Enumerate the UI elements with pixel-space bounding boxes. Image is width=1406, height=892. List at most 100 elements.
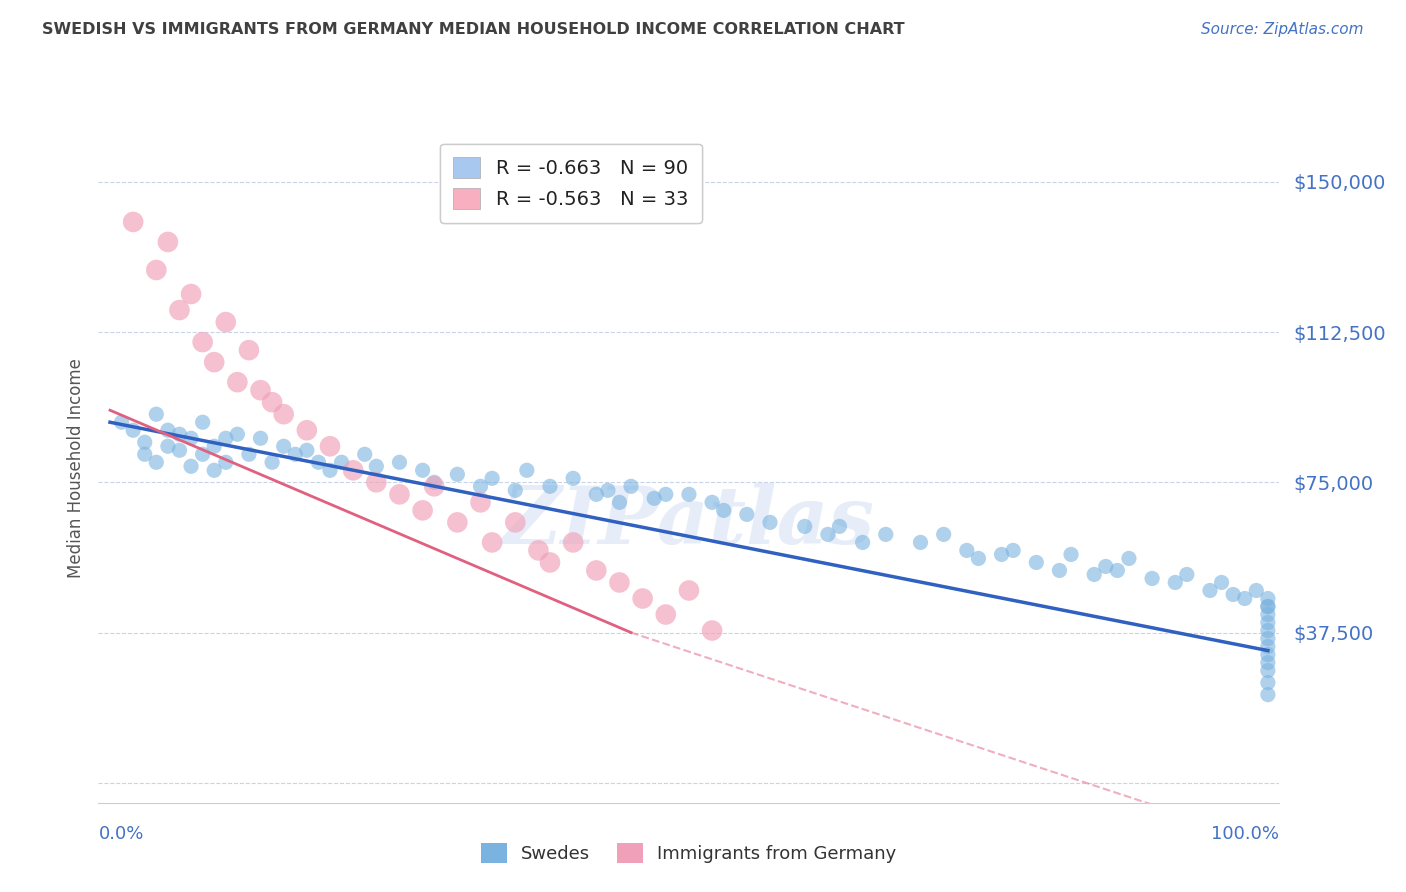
Point (503, 516, 526, 530)
Point (446, 516, 468, 530)
Point (1257, 599, 1279, 614)
Point (1257, 632, 1279, 646)
Point (875, 527, 897, 541)
Point (156, 423, 179, 437)
Point (353, 447, 375, 461)
Point (122, 423, 145, 437)
Point (191, 335, 214, 350)
Point (1211, 575, 1233, 590)
Point (1025, 556, 1047, 570)
Point (215, 315, 238, 329)
Point (169, 443, 191, 458)
Point (817, 527, 839, 541)
Point (156, 235, 179, 249)
Point (1257, 591, 1279, 606)
Point (180, 287, 202, 301)
Point (1083, 567, 1105, 582)
Point (967, 551, 990, 566)
Point (412, 503, 434, 517)
Point (1257, 664, 1279, 678)
Point (1175, 567, 1198, 582)
Point (990, 548, 1012, 562)
Point (735, 508, 758, 522)
Point (156, 439, 179, 453)
Point (319, 439, 342, 453)
Point (631, 591, 654, 606)
Point (180, 459, 202, 474)
Point (713, 503, 735, 517)
Point (1233, 591, 1256, 606)
Point (273, 407, 295, 421)
Point (1257, 656, 1279, 670)
Point (700, 624, 723, 638)
Point (273, 439, 295, 453)
Point (295, 443, 318, 458)
Point (1002, 543, 1025, 558)
Point (134, 447, 156, 461)
Point (503, 483, 526, 498)
Point (655, 607, 678, 622)
Point (1164, 575, 1187, 590)
Point (678, 487, 700, 501)
Point (1257, 648, 1279, 662)
Point (678, 583, 700, 598)
Text: SWEDISH VS IMMIGRANTS FROM GERMANY MEDIAN HOUSEHOLD INCOME CORRELATION CHART: SWEDISH VS IMMIGRANTS FROM GERMANY MEDIA… (42, 22, 905, 37)
Point (655, 487, 678, 501)
Point (145, 455, 167, 469)
Point (307, 455, 329, 469)
Point (249, 383, 271, 397)
Point (527, 543, 550, 558)
Point (1140, 572, 1163, 586)
Point (700, 495, 723, 509)
Point (342, 463, 364, 477)
Text: Source: ZipAtlas.com: Source: ZipAtlas.com (1201, 22, 1364, 37)
Point (412, 463, 434, 477)
Point (446, 467, 468, 482)
Legend: R = -0.663   N = 90, R = -0.563   N = 33: R = -0.663 N = 90, R = -0.563 N = 33 (440, 144, 702, 223)
Point (330, 455, 353, 469)
Point (1118, 551, 1140, 566)
Point (585, 564, 607, 578)
Point (585, 487, 607, 501)
Legend: Swedes, Immigrants from Germany: Swedes, Immigrants from Germany (471, 832, 907, 874)
Point (215, 431, 238, 445)
Point (562, 471, 585, 485)
Point (202, 439, 225, 453)
Point (470, 479, 492, 493)
Point (226, 427, 249, 442)
Point (562, 535, 585, 549)
Point (1222, 587, 1244, 601)
Point (366, 475, 388, 490)
Point (295, 423, 318, 437)
Point (609, 575, 631, 590)
Point (1257, 675, 1279, 690)
Point (538, 556, 561, 570)
Point (481, 471, 503, 485)
Point (423, 475, 446, 490)
Point (319, 463, 342, 477)
Point (1107, 564, 1129, 578)
Point (169, 427, 191, 442)
Point (1199, 583, 1222, 598)
Point (1060, 548, 1083, 562)
Point (122, 215, 145, 229)
Text: ZIPatlas: ZIPatlas (503, 483, 875, 560)
Point (262, 455, 284, 469)
Point (643, 491, 665, 506)
Point (828, 519, 851, 533)
Point (1246, 583, 1268, 598)
Point (388, 455, 411, 469)
Point (238, 343, 260, 358)
Point (145, 263, 167, 277)
Point (1257, 607, 1279, 622)
Point (110, 415, 132, 429)
Point (470, 495, 492, 509)
Point (388, 487, 411, 501)
Point (609, 495, 631, 509)
Point (169, 303, 191, 318)
Point (191, 415, 214, 429)
Point (910, 535, 932, 549)
Point (852, 535, 875, 549)
Point (202, 355, 225, 369)
Point (596, 483, 619, 498)
